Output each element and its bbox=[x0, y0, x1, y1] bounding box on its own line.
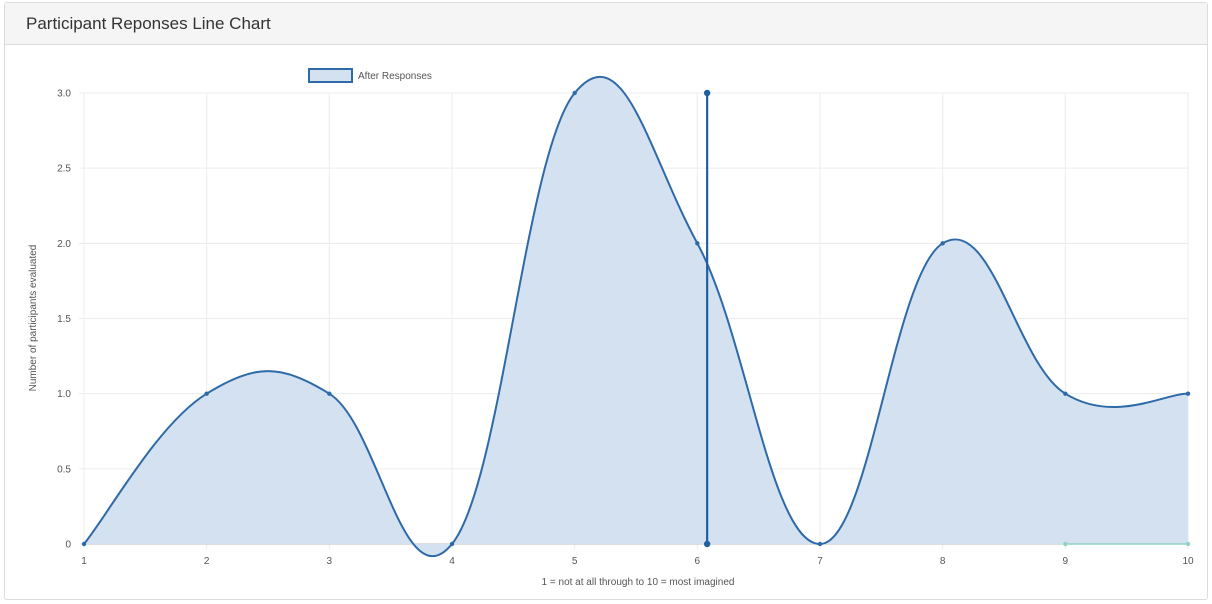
x-tick-label: 9 bbox=[1063, 556, 1069, 567]
chart-area: 0 0.5 1.0 1.5 2.0 2.5 3.0 1 2 3 4 5 6 7 8 9 10 After Re… bbox=[5, 45, 1207, 599]
cursor-marker-layer bbox=[703, 89, 711, 548]
data-point[interactable] bbox=[940, 241, 945, 246]
x-tick-label: 8 bbox=[940, 556, 946, 567]
series-line-0 bbox=[83, 75, 1189, 557]
x-tick-label: 4 bbox=[449, 556, 455, 567]
data-point[interactable] bbox=[572, 90, 577, 96]
y-tick-label: 3.0 bbox=[57, 89, 71, 100]
cursor-marker-bottom-dot bbox=[703, 540, 711, 548]
y-tick-label: 2.0 bbox=[57, 239, 71, 250]
y-tick-label: 2.5 bbox=[57, 164, 71, 175]
y-axis-ticks: 0 0.5 1.0 1.5 2.0 2.5 3.0 bbox=[57, 89, 71, 551]
legend-label: After Responses bbox=[358, 71, 432, 82]
x-tick-label: 3 bbox=[327, 556, 333, 567]
line-chart: 0 0.5 1.0 1.5 2.0 2.5 3.0 1 2 3 4 5 6 7 8 9 10 After Re… bbox=[28, 68, 1194, 588]
series-layer bbox=[83, 75, 1189, 557]
x-axis-ticks: 1 2 3 4 5 6 7 8 9 10 bbox=[81, 556, 1194, 567]
x-tick-label: 6 bbox=[695, 556, 701, 567]
x-tick-label: 2 bbox=[204, 556, 210, 567]
legend[interactable]: After Responses bbox=[308, 68, 432, 83]
legend-swatch bbox=[308, 68, 353, 83]
y-tick-label: 0.5 bbox=[57, 464, 71, 475]
x-tick-label: 10 bbox=[1182, 556, 1194, 567]
data-point[interactable] bbox=[449, 541, 455, 547]
panel-title: Participant Reponses Line Chart bbox=[5, 3, 1207, 45]
data-point[interactable] bbox=[1063, 391, 1068, 396]
x-tick-label: 7 bbox=[817, 556, 823, 567]
data-point[interactable] bbox=[1185, 391, 1191, 396]
chart-panel: Participant Reponses Line Chart 0 0.5 1.0 1… bbox=[4, 2, 1208, 600]
series-area-0 bbox=[84, 76, 1188, 557]
y-axis-label: Number of participants evaluated bbox=[28, 245, 39, 392]
data-point[interactable] bbox=[695, 241, 700, 246]
y-tick-label: 0 bbox=[65, 540, 71, 551]
points-layer bbox=[81, 90, 1191, 547]
y-tick-label: 1.0 bbox=[57, 389, 71, 400]
cursor-marker-top-dot bbox=[703, 89, 711, 97]
data-point[interactable] bbox=[327, 391, 332, 396]
x-axis-label: 1 = not at all through to 10 = most imag… bbox=[542, 577, 735, 588]
y-tick-label: 1.5 bbox=[57, 314, 71, 325]
data-point[interactable] bbox=[1185, 541, 1191, 547]
x-tick-label: 5 bbox=[572, 556, 578, 567]
data-point[interactable] bbox=[81, 541, 87, 547]
data-point[interactable] bbox=[204, 391, 209, 396]
data-point[interactable] bbox=[817, 541, 823, 547]
data-point[interactable] bbox=[1063, 541, 1068, 547]
x-tick-label: 1 bbox=[81, 556, 87, 567]
